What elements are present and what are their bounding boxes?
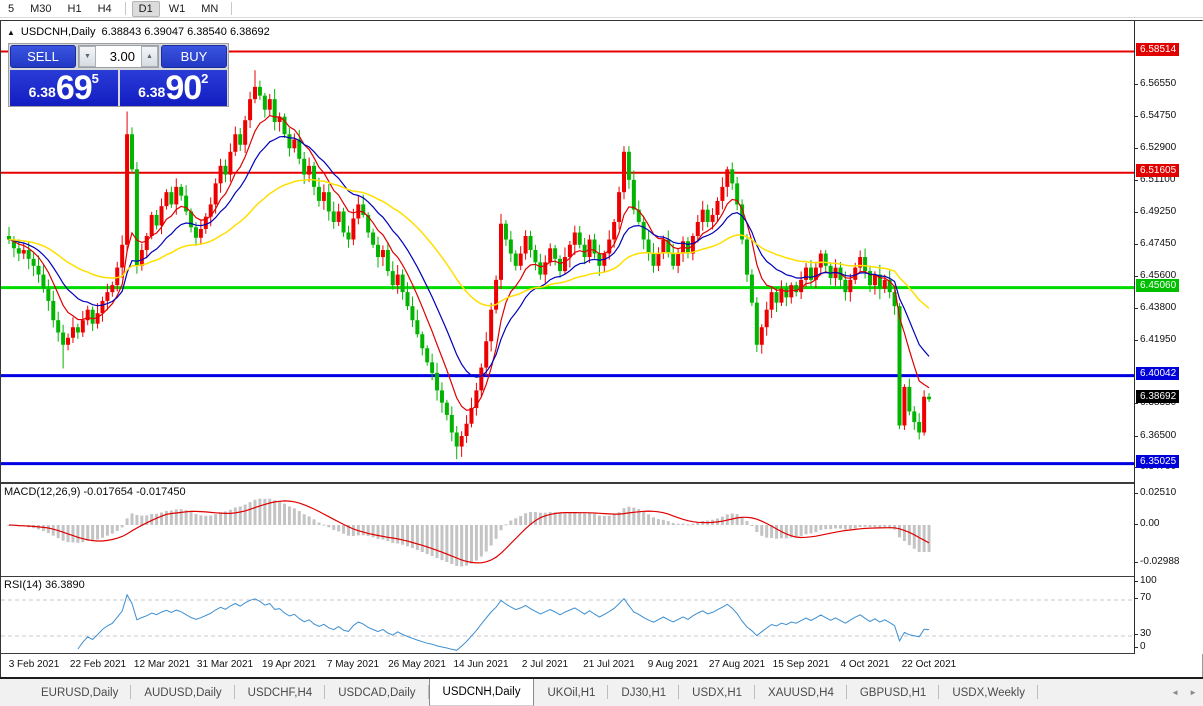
rsi-tick-label: 0: [1135, 641, 1146, 652]
pane-divider[interactable]: [1, 482, 1203, 484]
ohlc-values: 6.38843 6.39047 6.38540 6.38692: [101, 26, 270, 38]
sell-price-display[interactable]: 6.38 69 5: [10, 70, 118, 106]
date-tick-label: 26 May 2021: [388, 659, 446, 670]
price-tick-label: 6.41950: [1134, 334, 1177, 345]
level-price-badge: 6.45060: [1136, 279, 1180, 292]
tab-scroll-left-icon[interactable]: ◄: [1171, 688, 1180, 697]
price-axis: 6.56550 6.54750 6.52900 6.51100 6.49250 6.474…: [1134, 21, 1203, 654]
tab-XAUUSD-H4[interactable]: XAUUSD,H4: [755, 679, 847, 706]
collapse-panel-icon[interactable]: ▲: [7, 27, 15, 37]
timeframe-button-H4[interactable]: H4: [97, 2, 112, 15]
pane-divider[interactable]: [1, 576, 1203, 577]
buy-price-prefix: 6.38: [138, 84, 166, 100]
buy-price-sup: 2: [201, 71, 209, 86]
timeframe-toolbar: 5 M30 H1 H4 D1 W1 MN: [0, 0, 1203, 18]
date-tick-label: 27 Aug 2021: [708, 659, 766, 670]
tab-DJ30-H1[interactable]: DJ30,H1: [608, 679, 679, 706]
level-price-badge: 6.35025: [1136, 455, 1180, 468]
buy-price-display[interactable]: 6.38 90 2: [119, 69, 227, 107]
symbol-label: USDCNH,Daily: [20, 26, 96, 38]
toolbar-separator: [231, 2, 233, 15]
timeframe-button-M30[interactable]: M30: [30, 2, 52, 15]
rsi-label: RSI(14) 36.3890: [4, 579, 85, 591]
date-tick-label: 22 Feb 2021: [69, 659, 127, 670]
macd-tick-label: 0.00: [1134, 518, 1160, 529]
chart-window: ▲ USDCNH,Daily 6.38843 6.39047 6.38540 6…: [0, 20, 1203, 679]
timeframe-button-H1[interactable]: H1: [67, 2, 82, 15]
rsi-pane[interactable]: RSI(14) 36.3890: [1, 577, 1134, 653]
timeframe-button-5[interactable]: 5: [8, 2, 15, 15]
date-axis: 3 Feb 2021 22 Feb 2021 12 Mar 2021 31 Mar 2…: [1, 654, 1134, 679]
tab-scroll-right-icon[interactable]: ►: [1189, 688, 1197, 697]
macd-canvas[interactable]: [1, 484, 1134, 576]
sell-price-sup: 5: [91, 71, 99, 86]
date-tick-label: 9 Aug 2021: [647, 659, 699, 670]
date-tick-label: 7 May 2021: [326, 659, 380, 670]
tab-AUDUSD-Daily[interactable]: AUDUSD,Daily: [131, 679, 235, 706]
date-tick-label: 15 Sep 2021: [772, 659, 830, 670]
toolbar-separator: [124, 2, 126, 15]
window-bottom-border: [0, 677, 1203, 679]
macd-tick-label: 0.02510: [1134, 487, 1177, 498]
price-chart-canvas[interactable]: [1, 23, 1134, 482]
tab-USDCNH-Daily[interactable]: USDCNH,Daily: [428, 679, 535, 706]
price-tick-label: 6.56550: [1134, 78, 1177, 89]
tab-USDCHF-H4[interactable]: USDCHF,H4: [235, 679, 326, 706]
volume-spinner: ▼ 3.00 ▲: [78, 45, 159, 68]
level-price-badge: 6.58514: [1136, 43, 1180, 56]
date-tick-label: 3 Feb 2021: [8, 659, 60, 670]
price-tick-label: 6.36500: [1134, 430, 1177, 441]
date-tick-label: 31 Mar 2021: [196, 659, 254, 670]
price-tick-label: 6.45600: [1134, 270, 1177, 281]
timeframe-button-MN[interactable]: MN: [201, 2, 219, 15]
date-tick-label: 12 Mar 2021: [133, 659, 191, 670]
buy-price-big: 90: [165, 69, 202, 107]
tab-USDX-Weekly[interactable]: USDX,Weekly: [939, 679, 1038, 706]
date-tick-label: 4 Oct 2021: [840, 659, 890, 670]
volume-increase-button[interactable]: ▲: [141, 46, 158, 67]
price-tick-label: 6.54750: [1134, 110, 1177, 121]
rsi-tick-label: 30: [1134, 628, 1152, 639]
tab-GBPUSD-H1[interactable]: GBPUSD,H1: [847, 679, 940, 706]
price-tick-label: 6.47450: [1134, 238, 1177, 249]
price-tick-label: 6.43800: [1134, 302, 1177, 313]
volume-field[interactable]: 3.00: [109, 49, 135, 64]
rsi-canvas[interactable]: [1, 577, 1134, 653]
date-tick-label: 19 Apr 2021: [262, 659, 316, 670]
price-tick-label: 6.49250: [1134, 206, 1177, 217]
date-tick-label: 22 Oct 2021: [901, 659, 957, 670]
level-price-badge: 6.51605: [1136, 164, 1180, 177]
macd-tick-label: -0.02988: [1134, 556, 1180, 567]
tab-scroll-controls: ◄ ►: [1171, 679, 1197, 706]
sell-button[interactable]: SELL: [10, 45, 76, 68]
tab-USDCAD-Daily[interactable]: USDCAD,Daily: [325, 679, 429, 706]
tab-EURUSD-Daily[interactable]: EURUSD,Daily: [28, 679, 132, 706]
date-tick-label: 21 Jul 2021: [583, 659, 635, 670]
symbol-tab-bar: EURUSD,Daily AUDUSD,Daily USDCHF,H4 USDCAD,…: [0, 679, 1203, 706]
price-tick-label: 6.51100: [1134, 174, 1176, 185]
price-pane[interactable]: ▲ USDCNH,Daily 6.38843 6.39047 6.38540 6…: [1, 23, 1134, 482]
rsi-tick-label: 70: [1134, 592, 1152, 603]
level-price-badge: 6.40042: [1136, 367, 1180, 380]
date-tick-label: 14 Jun 2021: [453, 659, 509, 670]
tab-USDX-H1[interactable]: USDX,H1: [679, 679, 755, 706]
macd-label: MACD(12,26,9) -0.017654 -0.017450: [4, 486, 186, 498]
tab-UKOil-H1[interactable]: UKOil,H1: [534, 679, 609, 706]
chart-title: ▲ USDCNH,Daily 6.38843 6.39047 6.38540 6…: [7, 26, 270, 38]
current-price-badge: 6.38692: [1136, 390, 1180, 403]
rsi-tick-label: 100: [1135, 575, 1157, 586]
timeframe-button-W1[interactable]: W1: [168, 2, 186, 15]
timeframe-button-D1[interactable]: D1: [131, 0, 160, 17]
macd-pane[interactable]: MACD(12,26,9) -0.017654 -0.017450: [1, 484, 1134, 576]
volume-decrease-button[interactable]: ▼: [79, 46, 96, 67]
price-tick-label: 6.52900: [1134, 142, 1177, 153]
sell-price-big: 69: [55, 69, 93, 107]
one-click-trade-panel: SELL ▼ 3.00 ▲ BUY 6.38 69 5 6.38 90 2: [8, 43, 229, 107]
pane-divider: [1, 653, 1203, 654]
date-tick-label: 2 Jul 2021: [521, 659, 569, 670]
buy-button[interactable]: BUY: [161, 45, 227, 68]
sell-price-prefix: 6.38: [28, 84, 56, 100]
